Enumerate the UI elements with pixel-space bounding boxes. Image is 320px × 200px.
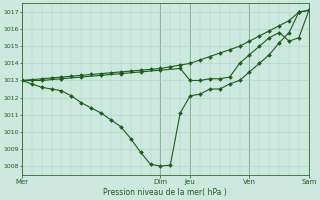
X-axis label: Pression niveau de la mer( hPa ): Pression niveau de la mer( hPa ) (103, 188, 227, 197)
